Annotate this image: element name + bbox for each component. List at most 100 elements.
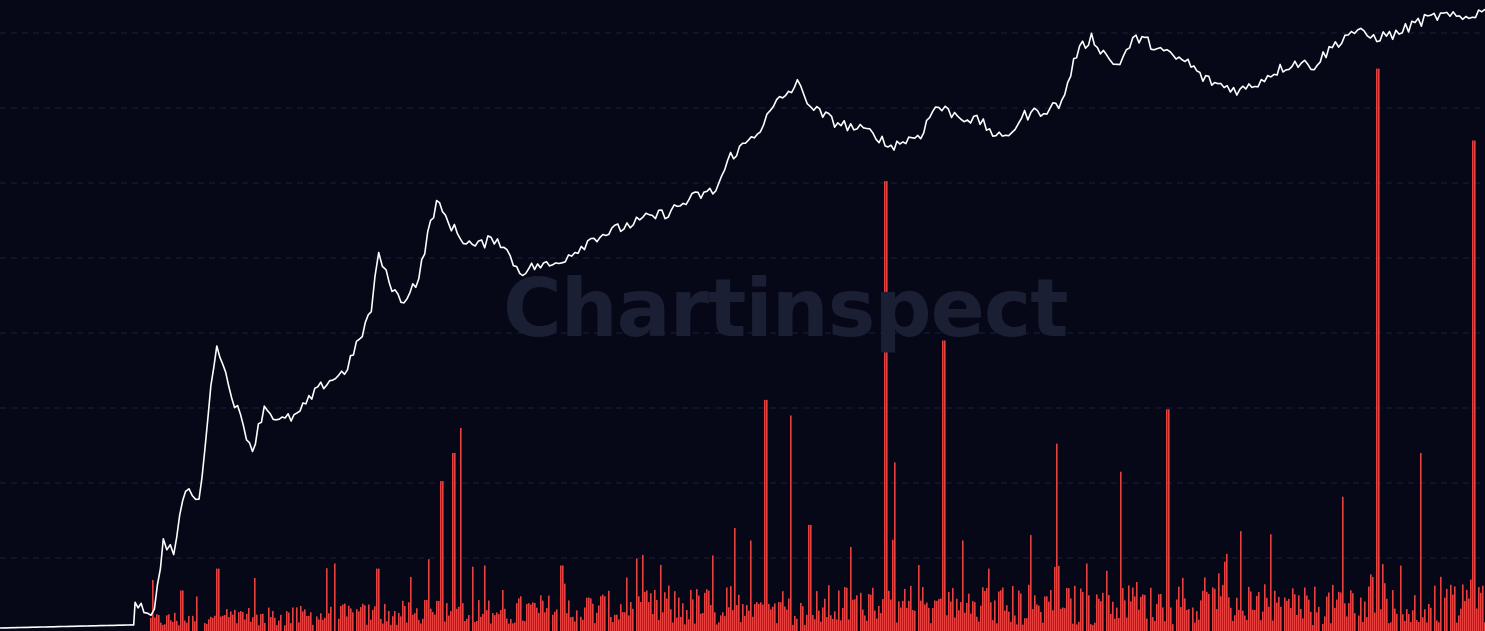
volume-bar (952, 588, 954, 631)
volume-bar (1162, 607, 1164, 631)
volume-bar (350, 608, 352, 631)
volume-bar (398, 612, 400, 631)
volume-bar (164, 624, 166, 631)
volume-bar (168, 614, 170, 631)
volume-bar (1324, 616, 1326, 631)
volume-bar (372, 609, 374, 631)
volume-bar (1188, 609, 1190, 631)
volume-bar (1422, 617, 1424, 631)
volume-bar (256, 614, 258, 631)
volume-bar (180, 590, 182, 631)
volume-bar (592, 603, 594, 631)
volume-bar (864, 615, 866, 631)
volume-bar (170, 620, 172, 631)
volume-bar (338, 618, 340, 631)
volume-bar (1224, 561, 1226, 631)
volume-bar (1068, 588, 1070, 631)
volume-bar (602, 594, 604, 631)
volume-bar (1192, 607, 1194, 631)
volume-bar (296, 607, 298, 631)
volume-bar (488, 600, 490, 631)
volume-bar (624, 612, 626, 631)
volume-bar (1400, 565, 1402, 631)
volume-bar (740, 622, 742, 631)
volume-bar (1014, 615, 1016, 631)
volume-bar (374, 606, 376, 631)
volume-bar (1388, 623, 1390, 631)
volume-bar (980, 605, 982, 631)
volume-bar (498, 614, 500, 631)
volume-bar (1152, 617, 1154, 631)
volume-bar (1336, 599, 1338, 631)
volume-bar (308, 615, 310, 631)
volume-bar (1186, 609, 1188, 631)
volume-bar (212, 617, 214, 631)
volume-bar (1244, 615, 1246, 631)
volume-bar (732, 610, 734, 631)
volume-bar (218, 568, 220, 631)
volume-bar (846, 587, 848, 631)
volume-bar (442, 481, 444, 631)
volume-bar (900, 607, 902, 631)
volume-bar (1476, 608, 1478, 631)
volume-bar (1470, 579, 1472, 631)
volume-bar (1480, 592, 1482, 631)
volume-bar (1466, 589, 1468, 631)
volume-bar (482, 613, 484, 631)
volume-bar (1292, 588, 1294, 631)
volume-bar (1036, 604, 1038, 631)
volume-bar (1150, 587, 1152, 631)
volume-bar (1306, 595, 1308, 631)
volume-bar (1416, 620, 1418, 631)
volume-bar (696, 589, 698, 631)
volume-bar (640, 602, 642, 631)
volume-bar (540, 595, 542, 631)
volume-bar (1384, 583, 1386, 631)
volume-bar (682, 603, 684, 631)
volume-bar (318, 619, 320, 631)
volume-bar (678, 597, 680, 631)
volume-bar (380, 618, 382, 631)
volume-bar (926, 602, 928, 631)
volume-bar (812, 614, 814, 631)
volume-bar (1070, 598, 1072, 631)
volume-bar (784, 606, 786, 631)
volume-bar (786, 609, 788, 631)
volume-bar (1318, 606, 1320, 631)
volume-bar (450, 611, 452, 631)
volume-bar (756, 602, 758, 631)
volume-bar (976, 616, 978, 631)
volume-bar (1354, 613, 1356, 631)
volume-bar (1214, 588, 1216, 631)
volume-bar (600, 596, 602, 631)
volume-bar (1444, 597, 1446, 631)
volume-bar (288, 612, 290, 631)
volume-bar (778, 602, 780, 631)
volume-bar (566, 613, 568, 631)
volume-bar (232, 614, 234, 631)
volume-bar (1082, 592, 1084, 631)
grid-lines (0, 32, 1485, 559)
volume-bar (326, 568, 328, 631)
volume-bar (464, 620, 466, 631)
volume-bar (650, 593, 652, 631)
volume-bar (518, 598, 520, 631)
volume-bar (670, 609, 672, 631)
volume-bar (278, 620, 280, 631)
volume-bar (856, 595, 858, 631)
volume-bar (216, 568, 218, 631)
volume-bar (1468, 598, 1470, 631)
volume-bar (684, 624, 686, 631)
volume-bar (620, 604, 622, 631)
volume-bar (1078, 621, 1080, 631)
volume-bar (1132, 587, 1134, 631)
volume-bar (1220, 596, 1222, 631)
volume-bar (156, 614, 158, 631)
volume-bar (986, 588, 988, 631)
volume-bar (1428, 603, 1430, 631)
volume-bar (244, 619, 246, 631)
volume-bar (1030, 535, 1032, 631)
volume-bar (300, 606, 302, 631)
volume-bar (836, 619, 838, 631)
volume-bar (1114, 618, 1116, 631)
